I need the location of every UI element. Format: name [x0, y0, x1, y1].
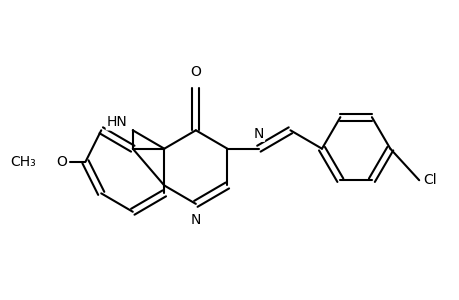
- Text: HN: HN: [106, 116, 127, 129]
- Text: O: O: [190, 65, 201, 79]
- Text: N: N: [253, 127, 263, 141]
- Text: CH₃: CH₃: [10, 155, 35, 169]
- Text: N: N: [190, 213, 201, 227]
- Text: O: O: [56, 155, 67, 169]
- Text: Cl: Cl: [422, 173, 436, 187]
